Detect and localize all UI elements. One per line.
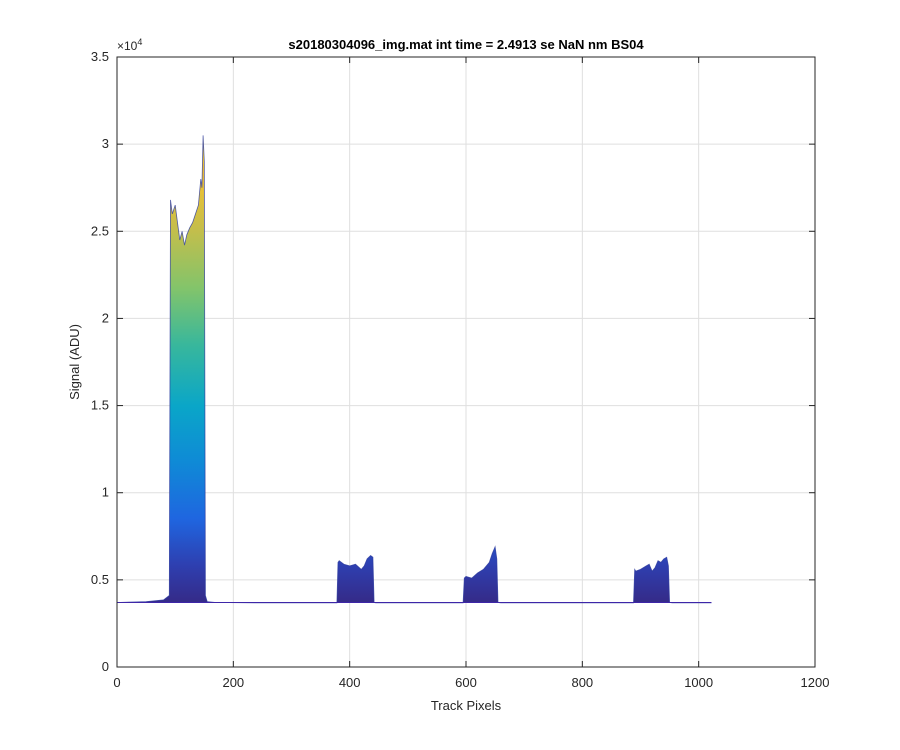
y-tick-label: 3 [102,136,109,151]
y-tick-label: 2.5 [91,223,109,238]
x-tick-label: 1000 [684,675,713,690]
chart-title: s20180304096_img.mat int time = 2.4913 s… [288,37,644,52]
y-tick-label: 1 [102,485,109,500]
grid [117,57,815,667]
y-axis-label: Signal (ADU) [67,324,82,400]
y-exponent-label: ×104 [117,37,142,53]
signal-area [117,135,712,603]
x-axis-label: Track Pixels [431,698,502,713]
y-tick-label: 3.5 [91,49,109,64]
x-axis: 0 200 400 600 800 1000 1200 [113,57,829,690]
y-tick-label: 2 [102,310,109,325]
x-tick-label: 200 [222,675,244,690]
signal-line [116,135,712,604]
x-tick-label: 600 [455,675,477,690]
y-tick-label: 0.5 [91,572,109,587]
x-tick-label: 400 [339,675,361,690]
y-tick-label: 0 [102,659,109,674]
x-tick-label: 800 [571,675,593,690]
y-tick-label: 1.5 [91,398,109,413]
x-tick-label: 0 [113,675,120,690]
y-axis: 0 0.5 1 1.5 2 2.5 3 3.5 [91,49,815,674]
data-series [116,135,712,604]
x-tick-label: 1200 [801,675,830,690]
